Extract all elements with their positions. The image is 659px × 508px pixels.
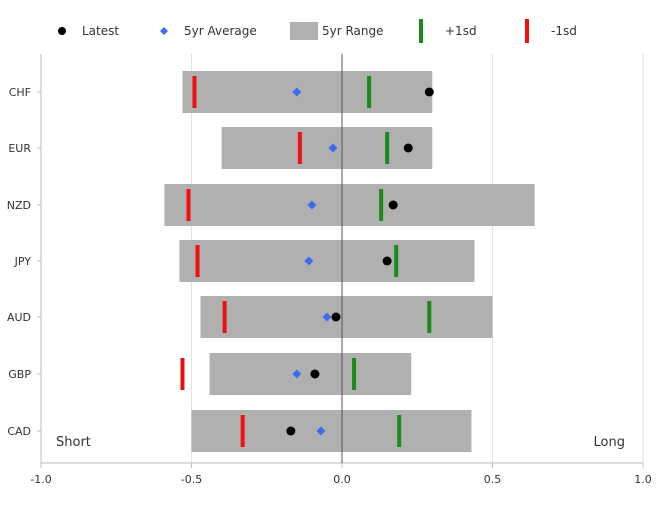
category-label: GBP — [8, 368, 31, 381]
category-label: AUD — [7, 311, 31, 324]
average-marker — [307, 200, 317, 210]
range-bar — [209, 353, 412, 395]
x-tick-label: -1.0 — [30, 473, 51, 486]
range-bar — [164, 184, 535, 226]
category-label: EUR — [8, 142, 31, 155]
legend-average-icon — [160, 27, 168, 35]
range-bar — [182, 71, 433, 113]
plus1sd-marker — [397, 415, 402, 447]
legend-label: 5yr Range — [322, 24, 384, 38]
latest-marker — [424, 87, 434, 97]
minus1sd-marker — [240, 415, 245, 447]
range-bar — [221, 127, 433, 169]
average-marker — [292, 369, 302, 379]
legend-latest-icon — [58, 27, 66, 35]
plus1sd-marker — [379, 189, 384, 221]
average-marker — [322, 312, 332, 322]
legend-range-icon — [290, 22, 318, 40]
legend-label: +1sd — [445, 24, 477, 38]
long-label: Long — [594, 435, 625, 450]
legend-label: Latest — [82, 24, 119, 38]
category-label: JPY — [14, 255, 32, 268]
minus1sd-marker — [195, 245, 200, 277]
plus1sd-marker — [385, 132, 390, 164]
legend-label: 5yr Average — [184, 24, 257, 38]
legend-minus1sd-icon — [525, 19, 529, 43]
legend-label: -1sd — [551, 24, 577, 38]
minus1sd-marker — [222, 301, 227, 333]
short-label: Short — [56, 435, 91, 450]
average-marker — [328, 143, 338, 153]
category-label: CAD — [7, 425, 31, 438]
latest-marker — [403, 143, 413, 153]
legend-plus1sd-icon — [419, 19, 423, 43]
latest-marker — [331, 312, 341, 322]
x-tick-label: 0.5 — [484, 473, 502, 486]
range-bar — [200, 296, 493, 338]
latest-marker — [286, 426, 296, 436]
minus1sd-marker — [297, 132, 302, 164]
plus1sd-marker — [427, 301, 432, 333]
average-marker — [292, 87, 302, 97]
range-bar — [179, 240, 475, 282]
latest-marker — [382, 256, 392, 266]
plus1sd-marker — [394, 245, 399, 277]
x-tick-label: 1.0 — [634, 473, 652, 486]
range-bar — [191, 410, 472, 452]
average-marker — [316, 426, 326, 436]
x-tick-label: 0.0 — [333, 473, 351, 486]
plus1sd-marker — [352, 358, 357, 390]
minus1sd-marker — [180, 358, 185, 390]
plus1sd-marker — [367, 76, 372, 108]
x-tick-label: -0.5 — [181, 473, 202, 486]
category-label: NZD — [7, 199, 31, 212]
minus1sd-marker — [186, 189, 191, 221]
average-marker — [304, 256, 314, 266]
minus1sd-marker — [192, 76, 197, 108]
latest-marker — [388, 200, 398, 210]
category-label: CHF — [9, 86, 31, 99]
latest-marker — [310, 369, 320, 379]
